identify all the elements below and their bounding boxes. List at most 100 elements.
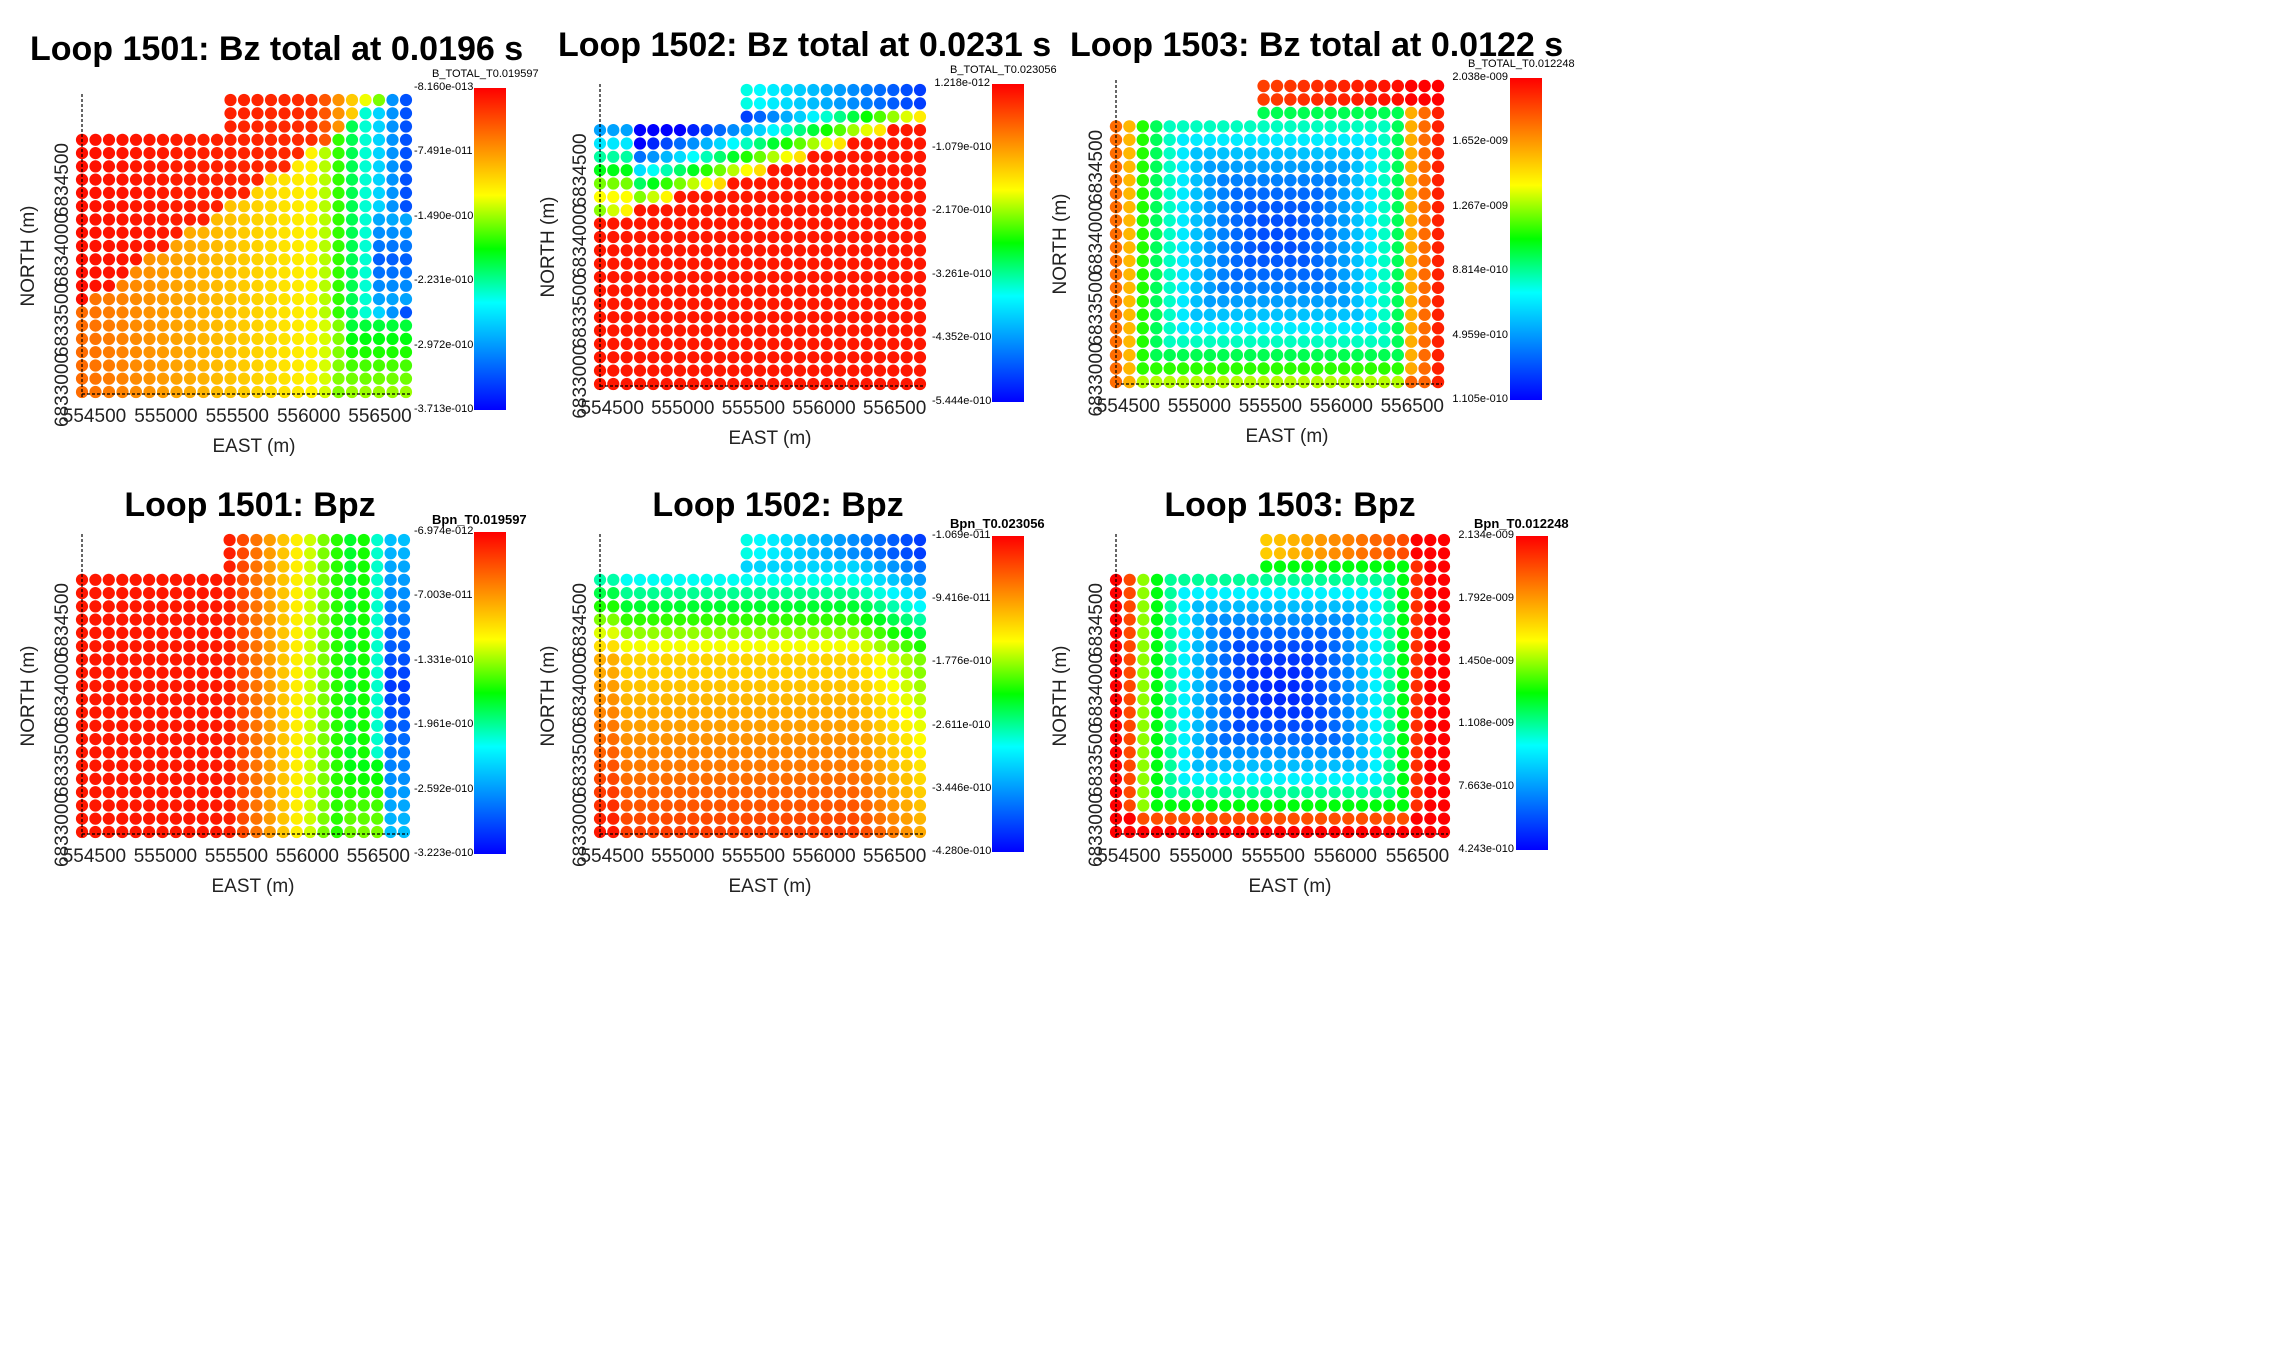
colorbar-tick-label: -7.003e-011 [414,589,473,602]
data-point [1324,160,1337,173]
data-point [1270,106,1284,120]
data-point [900,746,913,759]
data-point [304,560,317,573]
data-point [1260,600,1273,613]
data-point [372,107,386,120]
data-point [660,573,673,586]
data-point [913,284,927,297]
data-point [317,799,330,812]
data-point [1311,227,1324,241]
data-point [1297,281,1310,294]
data-point [89,600,102,613]
data-point [687,706,700,719]
data-point [371,786,384,799]
data-point [620,613,633,626]
data-point [767,746,780,759]
data-point [860,533,873,547]
data-point [1191,587,1205,600]
data-point [75,666,89,679]
data-point [860,626,873,639]
data-point [860,719,873,732]
data-point [224,359,237,372]
data-point [727,799,740,812]
data-point [1205,587,1218,600]
data-point [1383,547,1396,560]
colorbar-tick-label: -2.611e-010 [932,718,991,731]
data-point [780,244,793,257]
data-point [1150,693,1164,706]
data-point [156,746,169,759]
data-point [359,133,372,146]
data-point [1405,160,1418,173]
data-point [251,160,264,173]
data-point [278,186,291,199]
data-point [1391,335,1404,348]
data-point [156,626,169,639]
data-point [330,772,343,785]
data-point [740,613,753,626]
data-point [223,733,236,746]
data-point [371,812,384,825]
data-point [1391,281,1404,294]
data-point [1150,281,1163,294]
data-point [263,560,276,573]
data-point [1328,679,1341,693]
data-point [1123,335,1136,348]
data-point [1431,268,1445,281]
data-point [397,666,411,679]
data-point [1178,772,1191,785]
data-point [633,719,647,732]
colorbar-tick-label: -2.170e-010 [932,204,992,217]
data-point [397,825,411,839]
data-point [102,613,115,626]
y-tick-label: 6833000 [1086,793,1107,867]
data-point [197,253,210,266]
data-point [399,319,413,332]
y-axis-label: NORTH (m) [18,646,39,747]
data-point [345,266,359,279]
data-point [820,204,833,217]
data-point [887,653,900,666]
data-point [397,653,411,666]
data-point [753,825,767,839]
data-point [1270,147,1284,160]
data-point [291,279,305,292]
data-point [713,297,727,310]
data-point [357,733,370,746]
data-point [330,812,343,825]
data-point [887,759,900,772]
data-point [277,733,290,746]
data-point [807,97,820,110]
data-point [753,626,767,639]
data-point [633,812,647,825]
data-point [143,812,156,825]
data-point [1123,254,1136,268]
data-point [372,293,386,306]
data-point [386,133,399,146]
data-point [89,200,102,213]
data-point [1260,719,1273,732]
data-point [873,257,887,270]
data-point [1232,587,1246,600]
data-point [1191,786,1205,799]
data-point [860,257,873,270]
data-point [807,164,820,177]
data-point [1284,174,1297,187]
data-point [116,332,129,345]
colorbar [474,532,506,854]
data-point [156,799,169,812]
data-point [780,679,793,693]
data-point [170,200,183,213]
data-point [727,812,740,825]
data-point [807,666,820,679]
data-point [1137,666,1150,679]
data-point [291,306,305,319]
data-point [780,587,793,600]
chart-svg: 554500 555000 555500 556000 5565006833000683… [538,83,1024,449]
data-point [89,706,102,719]
data-point [359,332,372,345]
data-point [727,653,740,666]
data-point [660,204,673,217]
data-point [913,137,927,150]
data-point [1244,214,1257,227]
